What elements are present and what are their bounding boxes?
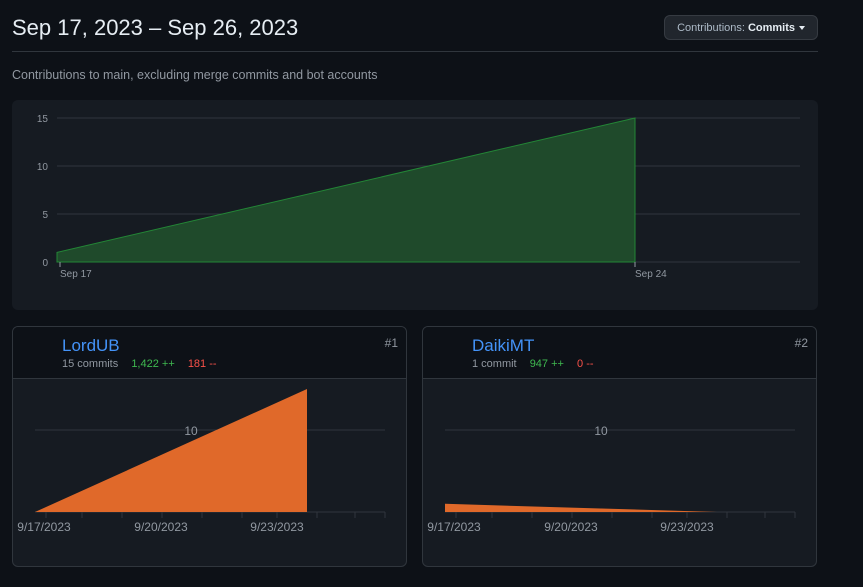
- contributor-card-2: DaikiMT 1 commit 947 ++ 0 -- #2 10 9/17/2…: [422, 326, 817, 567]
- page-header: Sep 17, 2023 – Sep 26, 2023 Contribution…: [12, 0, 818, 52]
- x-tick-label: 9/23/2023: [660, 520, 714, 534]
- deletions-count: 0 --: [577, 358, 594, 370]
- commits-area: [56, 117, 636, 263]
- deletions-count: 181 --: [187, 358, 217, 370]
- y-tick-label: 10: [184, 424, 198, 438]
- contributor-stats: 1 commit 947 ++ 0 --: [472, 358, 594, 370]
- contributions-value: Commits: [747, 21, 795, 34]
- commit-count: 1 commit: [472, 358, 517, 370]
- contributions-dropdown-button[interactable]: Contributions: Commits: [664, 15, 818, 40]
- commits-area: [445, 503, 717, 512]
- overall-chart-svg: 0 5 10 15 Sep 17 Sep 24: [37, 114, 800, 280]
- x-tick-label: 9/23/2023: [250, 520, 304, 534]
- contributor-name-link[interactable]: DaikiMT: [472, 336, 535, 355]
- x-tick-label: Sep 24: [635, 269, 667, 280]
- y-tick-label: 10: [594, 424, 608, 438]
- additions-count: 1,422 ++: [131, 358, 175, 370]
- cat-avatar[interactable]: [430, 334, 464, 368]
- chart-description: Contributions to main, excluding merge c…: [12, 68, 378, 82]
- commits-area: [35, 389, 307, 512]
- y-tick-label: 10: [37, 162, 49, 173]
- contributor-card-header: DaikiMT 1 commit 947 ++ 0 -- #2: [423, 327, 816, 379]
- contributor-card-header: LordUB 15 commits 1,422 ++ 181 -- #1: [13, 327, 406, 379]
- additions-count: 947 ++: [529, 358, 564, 370]
- x-tick-label: 9/20/2023: [134, 520, 188, 534]
- y-tick-label: 0: [42, 258, 48, 269]
- identicon-avatar[interactable]: [20, 334, 54, 368]
- contributor-rank: #1: [384, 336, 398, 350]
- contributor-name-link[interactable]: LordUB: [62, 336, 120, 355]
- contributions-label: Contributions:: [677, 21, 745, 34]
- caret-down-icon: [799, 25, 805, 30]
- y-tick-label: 5: [42, 210, 48, 221]
- contributor-stats: 15 commits 1,422 ++ 181 --: [62, 358, 217, 370]
- y-tick-label: 15: [37, 114, 49, 125]
- x-tick-label: 9/17/2023: [17, 520, 71, 534]
- x-tick-label: 9/17/2023: [427, 520, 481, 534]
- commit-count: 15 commits: [62, 358, 119, 370]
- contributor-rank: #2: [794, 336, 808, 350]
- x-tick-label: 9/20/2023: [544, 520, 598, 534]
- contributor-chart-svg: 10 9/17/2023 9/20/2023 9/23/2023: [17, 389, 386, 534]
- page-title: Sep 17, 2023 – Sep 26, 2023: [12, 15, 299, 40]
- contributor-chart-svg: 10 9/17/2023 9/20/2023 9/23/2023: [427, 424, 796, 534]
- contributor-card-1: LordUB 15 commits 1,422 ++ 181 -- #1 10 9…: [12, 326, 407, 567]
- x-tick-label: Sep 17: [60, 269, 92, 280]
- overall-contributions-chart: 0 5 10 15 Sep 17 Sep 24: [12, 100, 818, 310]
